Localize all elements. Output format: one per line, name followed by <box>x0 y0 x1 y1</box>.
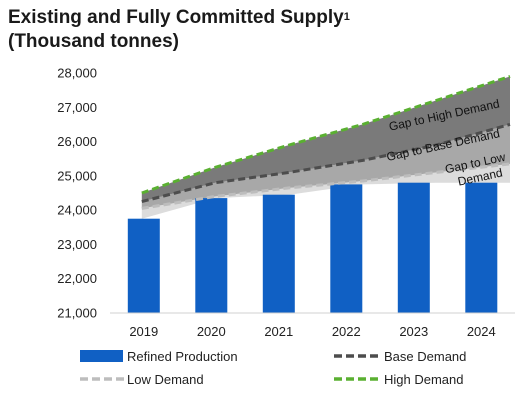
gap-to-low-demand-band <box>141 163 511 219</box>
legend-item-low-demand: Low Demand <box>80 372 204 387</box>
y-tick-label: 28,000 <box>57 66 97 81</box>
y-tick-label: 22,000 <box>57 271 97 286</box>
x-tick-label: 2019 <box>129 324 158 339</box>
base-demand-line <box>141 122 511 204</box>
legend: Refined Production Base Demand Low Deman… <box>80 349 466 387</box>
y-tick-label: 25,000 <box>57 168 97 183</box>
x-tick-label: 2022 <box>332 324 361 339</box>
x-tick-label: 2020 <box>197 324 226 339</box>
legend-item-high-demand: High Demand <box>334 372 464 387</box>
legend-item-base-demand: Base Demand <box>334 349 466 364</box>
chart-title: Existing and Fully Committed Supply1 (Th… <box>8 6 350 54</box>
legend-label-low-demand: Low Demand <box>127 372 204 387</box>
y-tick-label: 24,000 <box>57 203 97 218</box>
high-demand-line <box>141 74 511 195</box>
low-demand-line <box>141 162 511 210</box>
bar-2024 <box>465 182 498 313</box>
production-bars <box>127 182 498 313</box>
bar-2023 <box>397 182 430 313</box>
legend-item-refined-production: Refined Production <box>80 349 238 364</box>
title-line-1: Existing and Fully Committed Supply <box>8 7 344 28</box>
y-axis: 21,000 22,000 23,000 24,000 25,000 26,000 27,0… <box>57 66 97 321</box>
x-tick-label: 2021 <box>264 324 293 339</box>
y-tick-label: 26,000 <box>57 134 97 149</box>
title-footnote-marker: 1 <box>343 11 350 23</box>
bar-2021 <box>262 194 295 313</box>
y-tick-label: 21,000 <box>57 306 97 321</box>
bar-2020 <box>195 198 228 313</box>
x-tick-label: 2024 <box>467 324 496 339</box>
bar-2019 <box>127 218 160 313</box>
bar-2022 <box>330 184 363 313</box>
x-tick-label: 2023 <box>399 324 428 339</box>
y-tick-label: 27,000 <box>57 100 97 115</box>
legend-swatch-refined-production <box>80 350 123 362</box>
legend-label-high-demand: High Demand <box>384 372 464 387</box>
y-tick-label: 23,000 <box>57 237 97 252</box>
demand-lines <box>141 74 511 210</box>
x-axis: 2019 2020 2021 2022 2023 2024 <box>110 312 515 339</box>
legend-label-refined-production: Refined Production <box>127 349 238 364</box>
title-line-2: (Thousand tonnes) <box>8 31 179 52</box>
legend-label-base-demand: Base Demand <box>384 349 466 364</box>
